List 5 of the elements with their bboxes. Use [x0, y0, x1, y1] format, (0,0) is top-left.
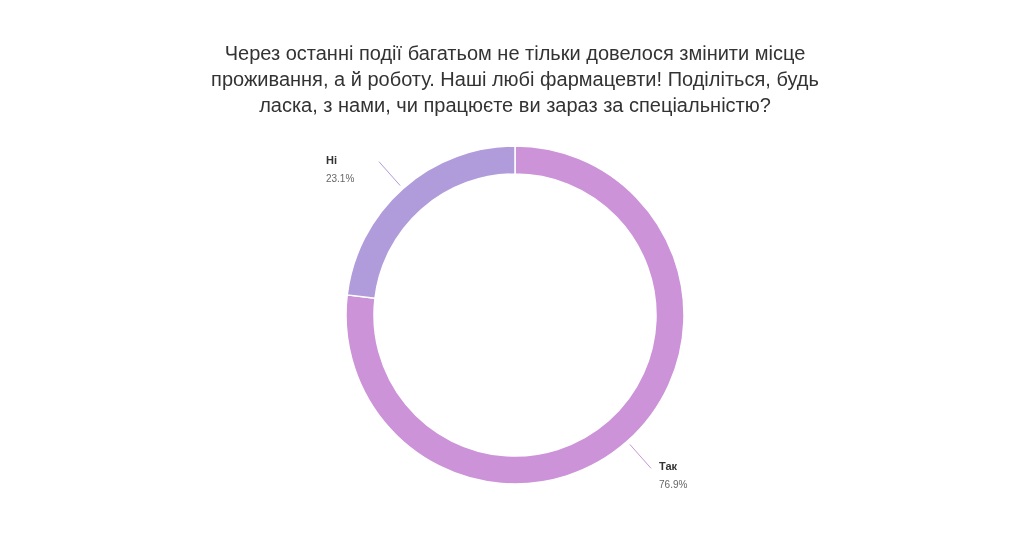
data-label: 23.1%: [325, 172, 355, 184]
slice-label: Ні: [325, 153, 337, 166]
data-label: 76.9%: [659, 479, 688, 491]
chart-title: Через останні події багатьом не тільки довелося змінити місце проживання, а й роботу. Наші любі фармацевти! Поділіться, будь ласка, з нами, чи працюєте ви зараз за спеціальністю?: [211, 42, 819, 116]
slice-label: Так: [659, 460, 678, 473]
